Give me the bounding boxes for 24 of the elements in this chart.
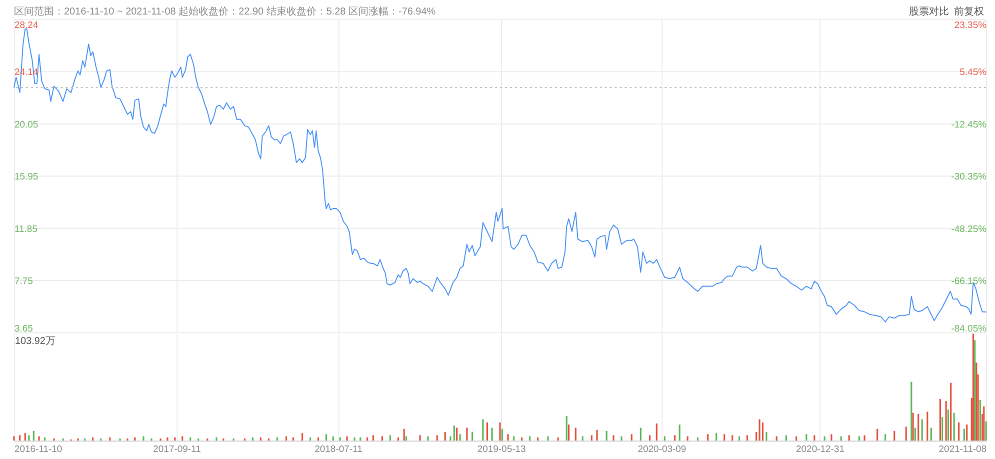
x-tick-label: 2018-07-11	[314, 444, 362, 456]
y-tick-label: 20.05	[14, 119, 38, 130]
x-tick-label: 2020-12-31	[796, 444, 844, 456]
y2-tick-label: -30.35%	[951, 172, 988, 183]
y2-tick-label: -12.45%	[951, 119, 988, 130]
y2-tick-label: -84.05%	[951, 323, 988, 334]
x-tick-label: 2017-09-11	[153, 444, 201, 456]
y-tick-label: 7.75	[14, 276, 33, 288]
y2-tick-label: -66.15%	[951, 276, 988, 288]
y-tick-label: 11.85	[14, 224, 38, 235]
chart-title: 区间范围：2016-11-10 ~ 2021-11-08 起始收盘价：22.90 结束收盘价：5.28 区间涨幅：-76.94%	[14, 5, 436, 18]
x-tick-label: 2019-05-13	[477, 444, 526, 456]
y2-tick-label: -48.25%	[951, 224, 988, 235]
y2-tick-label: 23.35%	[954, 20, 988, 31]
text: 前复权	[954, 5, 984, 18]
annotation: 103.92万	[14, 336, 56, 347]
y-tick-label: 28.24	[14, 20, 38, 31]
x-tick-label: 2016-11-10	[14, 444, 62, 456]
text: 股票对比	[909, 5, 950, 18]
y2-tick-label: 5.45%	[960, 67, 988, 78]
y-tick-label: 3.65	[14, 323, 33, 334]
x-tick-label: 2020-03-09	[638, 444, 686, 456]
x-tick-label: 2021-11-08	[938, 444, 987, 456]
y-tick-label: 15.95	[14, 172, 38, 183]
